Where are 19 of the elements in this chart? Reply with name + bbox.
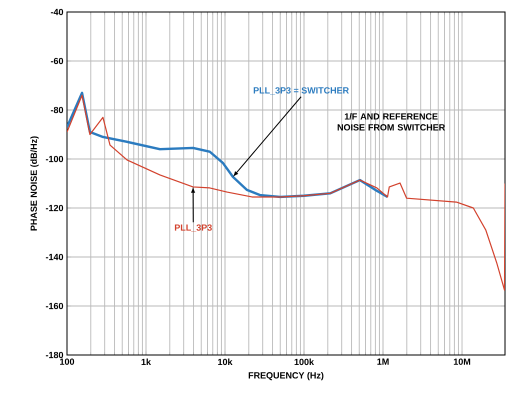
y-tick-label: -60 [50,58,64,64]
y-tick-label: -120 [46,204,64,212]
y-tick-label: -40 [50,8,64,16]
y-tick-label: -160 [46,302,64,310]
text: PLL_3P3 [174,224,212,232]
x-tick-label: 1M [377,358,389,365]
text: PLL_3P3 = SWITCHER [254,87,349,95]
x-tick-label: 10k [218,358,233,366]
y-tick-label: -180 [46,352,64,358]
x-tick-label: 10M [454,358,470,365]
x-tick-label: 100 [60,358,74,365]
y-tick-label: -100 [46,156,64,162]
y-axis-title: PHASE NOISE (dB/Hz) [30,136,39,230]
y-tick-label: -80 [50,106,64,114]
y-tick-label: -140 [46,254,64,260]
annotation: 1/F AND REFERENCE NOISE FROM SWITCHER [338,112,445,131]
x-tick-label: 100k [294,358,314,366]
x-axis-title: FREQUENCY (Hz) [248,372,324,380]
x-tick-label: 1k [142,358,152,366]
